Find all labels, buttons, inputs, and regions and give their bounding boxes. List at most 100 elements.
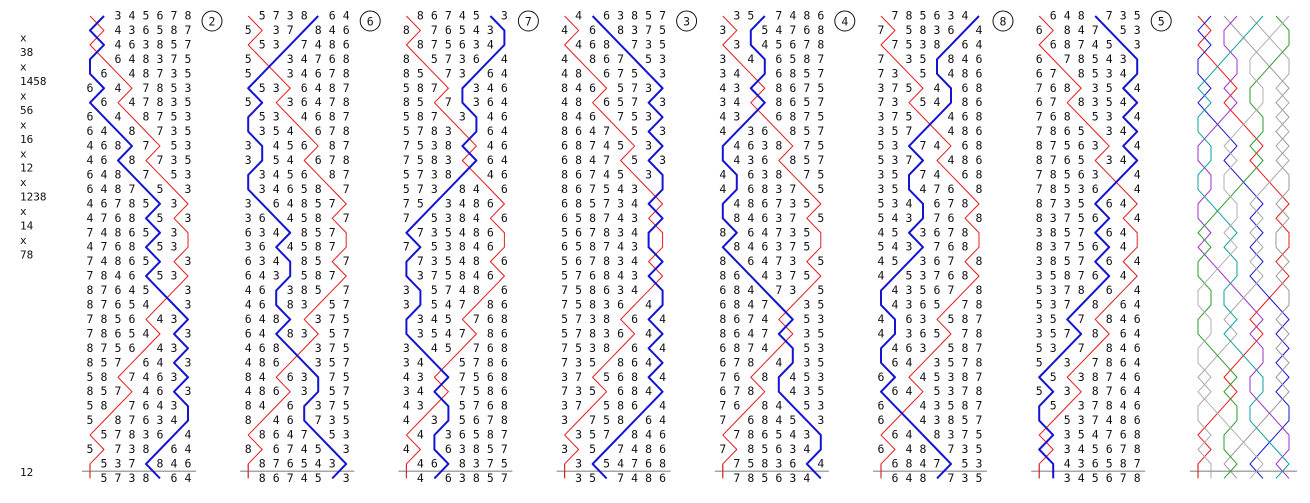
bell-digit: 8 xyxy=(617,355,624,369)
bell-digit: 8 xyxy=(315,23,322,37)
bell-digit: 7 xyxy=(645,23,652,37)
bell-digit: 4 xyxy=(878,269,885,283)
bell-digit: 7 xyxy=(445,283,452,297)
bell-digit: 8 xyxy=(589,326,596,340)
bell-digit: 3 xyxy=(1064,471,1071,485)
bell-digit: 6 xyxy=(1120,326,1127,340)
bell-digit: 7 xyxy=(948,254,955,268)
bell-digit: 7 xyxy=(459,370,466,384)
bell-digit: 5 xyxy=(920,66,927,80)
lead-column: 5 7 3 8 6 45 3 7 8 4 65 3 7 4 8 65 3 4 7 6 85 3 4 6 7 85 3 6 4 8 75 3 6 4… xyxy=(240,9,381,485)
bell-digit: 3 xyxy=(906,283,913,297)
bell-digit: 5 xyxy=(892,124,899,138)
bell-digit: 6 xyxy=(259,298,266,312)
bell-digit: 3 xyxy=(1106,66,1113,80)
bell-digit: 7 xyxy=(1050,66,1057,80)
bell-digit: 8 xyxy=(962,196,969,210)
bell-digit: 5 xyxy=(817,283,824,297)
bell-digit: 6 xyxy=(245,312,252,326)
place-notation-label: x xyxy=(20,205,27,218)
bell-digit: 8 xyxy=(245,442,252,456)
bell-digit: 6 xyxy=(733,269,740,283)
bell-digit: 3 xyxy=(273,37,280,51)
bell-digit: 7 xyxy=(775,9,782,23)
bell-digit: 6 xyxy=(575,124,582,138)
bell-digit: 3 xyxy=(417,326,424,340)
bell-digit: 3 xyxy=(315,312,322,326)
bell-digit: 3 xyxy=(617,254,624,268)
bell-digit: 3 xyxy=(445,240,452,254)
treble-line xyxy=(564,15,664,479)
bell-digit: 4 xyxy=(1092,428,1099,442)
bell-digit: 7 xyxy=(719,399,726,413)
bell-digit: 6 xyxy=(487,269,494,283)
bell-digit: 6 xyxy=(101,153,108,167)
bell-digit: 7 xyxy=(761,298,768,312)
bell-digit: 5 xyxy=(817,326,824,340)
bell-digit: 3 xyxy=(617,225,624,239)
bell-digit: 7 xyxy=(343,384,350,398)
bell-digit: 8 xyxy=(719,225,726,239)
bell-digit: 3 xyxy=(171,196,178,210)
bell-digit: 4 xyxy=(878,254,885,268)
bell-digit: 8 xyxy=(789,124,796,138)
bell-digit: 3 xyxy=(473,456,480,470)
bell-digit: 4 xyxy=(817,456,824,470)
bell-digit: 7 xyxy=(431,81,438,95)
bell-digit: 3 xyxy=(775,240,782,254)
bell-digit: 8 xyxy=(329,37,336,51)
bell-digit: 7 xyxy=(157,66,164,80)
bell-digit: 7 xyxy=(501,471,508,485)
bell-digit: 3 xyxy=(1036,254,1043,268)
bell-digit: 8 xyxy=(719,269,726,283)
bell-digit: 3 xyxy=(245,196,252,210)
bell-digit: 5 xyxy=(171,167,178,181)
bell-digit: 4 xyxy=(733,66,740,80)
bell-digit: 6 xyxy=(719,298,726,312)
bell-digit: 8 xyxy=(315,240,322,254)
bell-digit: 4 xyxy=(287,153,294,167)
bell-digit: 6 xyxy=(301,167,308,181)
bell-digit: 6 xyxy=(1036,95,1043,109)
bell-digit: 8 xyxy=(1092,326,1099,340)
bell-digit: 5 xyxy=(301,456,308,470)
bell-digit: 6 xyxy=(892,456,899,470)
bell-digit: 4 xyxy=(733,139,740,153)
bell-digit: 8 xyxy=(561,81,568,95)
bell-digit: 3 xyxy=(143,428,150,442)
bell-digit: 6 xyxy=(1106,442,1113,456)
bell-digit: 8 xyxy=(487,428,494,442)
bell-digit: 4 xyxy=(631,254,638,268)
bell-digit: 4 xyxy=(417,471,424,485)
bell-digit: 5 xyxy=(1050,326,1057,340)
bell-digit: 8 xyxy=(1134,471,1141,485)
bell-digit: 8 xyxy=(417,81,424,95)
bell-digit: 3 xyxy=(1120,52,1127,66)
bell-digit: 8 xyxy=(403,66,410,80)
bell-digit: 4 xyxy=(747,211,754,225)
bell-digit: 8 xyxy=(1092,370,1099,384)
bell-digit: 4 xyxy=(1064,9,1071,23)
bell-digit: 4 xyxy=(129,52,136,66)
bell-digit: 8 xyxy=(631,384,638,398)
bell-digit: 7 xyxy=(603,428,610,442)
bell-digit: 3 xyxy=(1134,37,1141,51)
bell-digit: 6 xyxy=(603,52,610,66)
bell-digit: 4 xyxy=(775,413,782,427)
bell-digit: 8 xyxy=(747,384,754,398)
bell-digit: 7 xyxy=(329,370,336,384)
bell-digit: 6 xyxy=(473,413,480,427)
bell-digit: 8 xyxy=(561,182,568,196)
bell-digit: 8 xyxy=(473,442,480,456)
bell-digit: 3 xyxy=(1036,326,1043,340)
bell-digit: 4 xyxy=(789,370,796,384)
bell-digit: 5 xyxy=(803,196,810,210)
bell-digit: 3 xyxy=(1078,399,1085,413)
bell-digit: 8 xyxy=(761,413,768,427)
bell-digit: 6 xyxy=(1134,312,1141,326)
bell-digit: 5 xyxy=(803,269,810,283)
bell-digit: 8 xyxy=(603,254,610,268)
bell-digit: 3 xyxy=(906,211,913,225)
bell-digit: 4 xyxy=(315,95,322,109)
bell-digit: 4 xyxy=(143,384,150,398)
